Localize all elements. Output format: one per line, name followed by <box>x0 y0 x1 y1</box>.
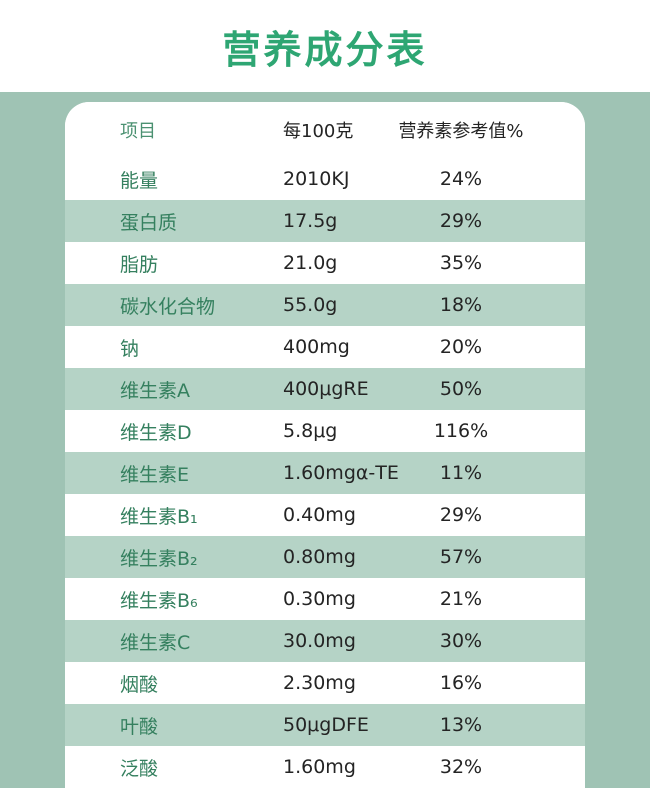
table-row: 泛酸 1.60mg 32% <box>65 746 585 788</box>
row-nrv: 35% <box>439 252 483 274</box>
row-value: 5.8μg <box>283 420 338 442</box>
row-value: 400mg <box>283 336 350 358</box>
row-item-label: 烟酸 <box>120 673 159 696</box>
table-row: 脂肪 21.0g 35% <box>65 242 585 284</box>
row-nrv: 30% <box>439 630 483 652</box>
row-item-label: 能量 <box>120 169 159 192</box>
row-value: 0.30mg <box>283 588 356 610</box>
table-row: 维生素B₁ 0.40mg 29% <box>65 494 585 536</box>
row-value: 17.5g <box>283 210 338 232</box>
row-nrv: 57% <box>439 546 483 568</box>
row-item-label: 叶酸 <box>120 715 159 738</box>
row-item-label: 维生素B₁ <box>120 505 198 528</box>
table-row: 维生素A 400μgRE 50% <box>65 368 585 410</box>
title-banner: 营养成分表 <box>0 0 650 92</box>
row-item-label: 维生素E <box>120 463 190 486</box>
row-item-label: 维生素B₆ <box>120 589 198 612</box>
table-row: 钠 400mg 20% <box>65 326 585 368</box>
row-value: 1.60mgα-TE <box>283 462 399 484</box>
row-value: 400μgRE <box>283 378 369 400</box>
row-item-label: 碳水化合物 <box>120 295 216 318</box>
col-header-item: 项目 <box>120 121 156 142</box>
table-row: 叶酸 50μgDFE 13% <box>65 704 585 746</box>
row-value: 0.80mg <box>283 546 356 568</box>
row-value: 50μgDFE <box>283 714 369 736</box>
row-nrv: 116% <box>433 420 489 442</box>
row-nrv: 50% <box>439 378 483 400</box>
row-item-label: 钠 <box>120 337 140 360</box>
row-item-label: 维生素A <box>120 379 190 402</box>
row-nrv: 29% <box>439 210 483 232</box>
row-nrv: 13% <box>439 714 483 736</box>
row-value: 2.30mg <box>283 672 356 694</box>
row-nrv: 11% <box>439 462 483 484</box>
row-item-label: 维生素D <box>120 421 192 444</box>
table-row: 碳水化合物 55.0g 18% <box>65 284 585 326</box>
table-row: 维生素C 30.0mg 30% <box>65 620 585 662</box>
row-item-label: 脂肪 <box>120 253 159 276</box>
row-nrv: 16% <box>439 672 483 694</box>
table-row: 维生素D 5.8μg 116% <box>65 410 585 452</box>
row-item-label: 维生素C <box>120 631 191 654</box>
page-title: 营养成分表 <box>222 27 428 72</box>
table-header-row: 项目 每100克 营养素参考值% <box>65 102 585 158</box>
row-value: 2010KJ <box>283 168 350 190</box>
row-nrv: 24% <box>439 168 483 190</box>
row-value: 0.40mg <box>283 504 356 526</box>
row-nrv: 20% <box>439 336 483 358</box>
table-row: 蛋白质 17.5g 29% <box>65 200 585 242</box>
row-nrv: 21% <box>439 588 483 610</box>
table-row: 维生素B₂ 0.80mg 57% <box>65 536 585 578</box>
row-item-label: 泛酸 <box>120 757 159 780</box>
row-nrv: 29% <box>439 504 483 526</box>
row-value: 21.0g <box>283 252 338 274</box>
nutrition-table: 项目 每100克 营养素参考值% 能量 2010KJ 24% 蛋白质 17.5g… <box>65 102 585 788</box>
row-item-label: 蛋白质 <box>120 211 178 234</box>
row-item-label: 维生素B₂ <box>120 547 198 570</box>
col-header-nrv: 营养素参考值% <box>398 121 524 142</box>
row-value: 55.0g <box>283 294 338 316</box>
row-nrv: 32% <box>439 756 483 778</box>
table-row: 烟酸 2.30mg 16% <box>65 662 585 704</box>
row-value: 1.60mg <box>283 756 356 778</box>
table-row: 能量 2010KJ 24% <box>65 158 585 200</box>
row-value: 30.0mg <box>283 630 356 652</box>
table-row: 维生素B₆ 0.30mg 21% <box>65 578 585 620</box>
col-header-per100g: 每100克 <box>283 121 354 142</box>
table-row: 维生素E 1.60mgα-TE 11% <box>65 452 585 494</box>
row-nrv: 18% <box>439 294 483 316</box>
